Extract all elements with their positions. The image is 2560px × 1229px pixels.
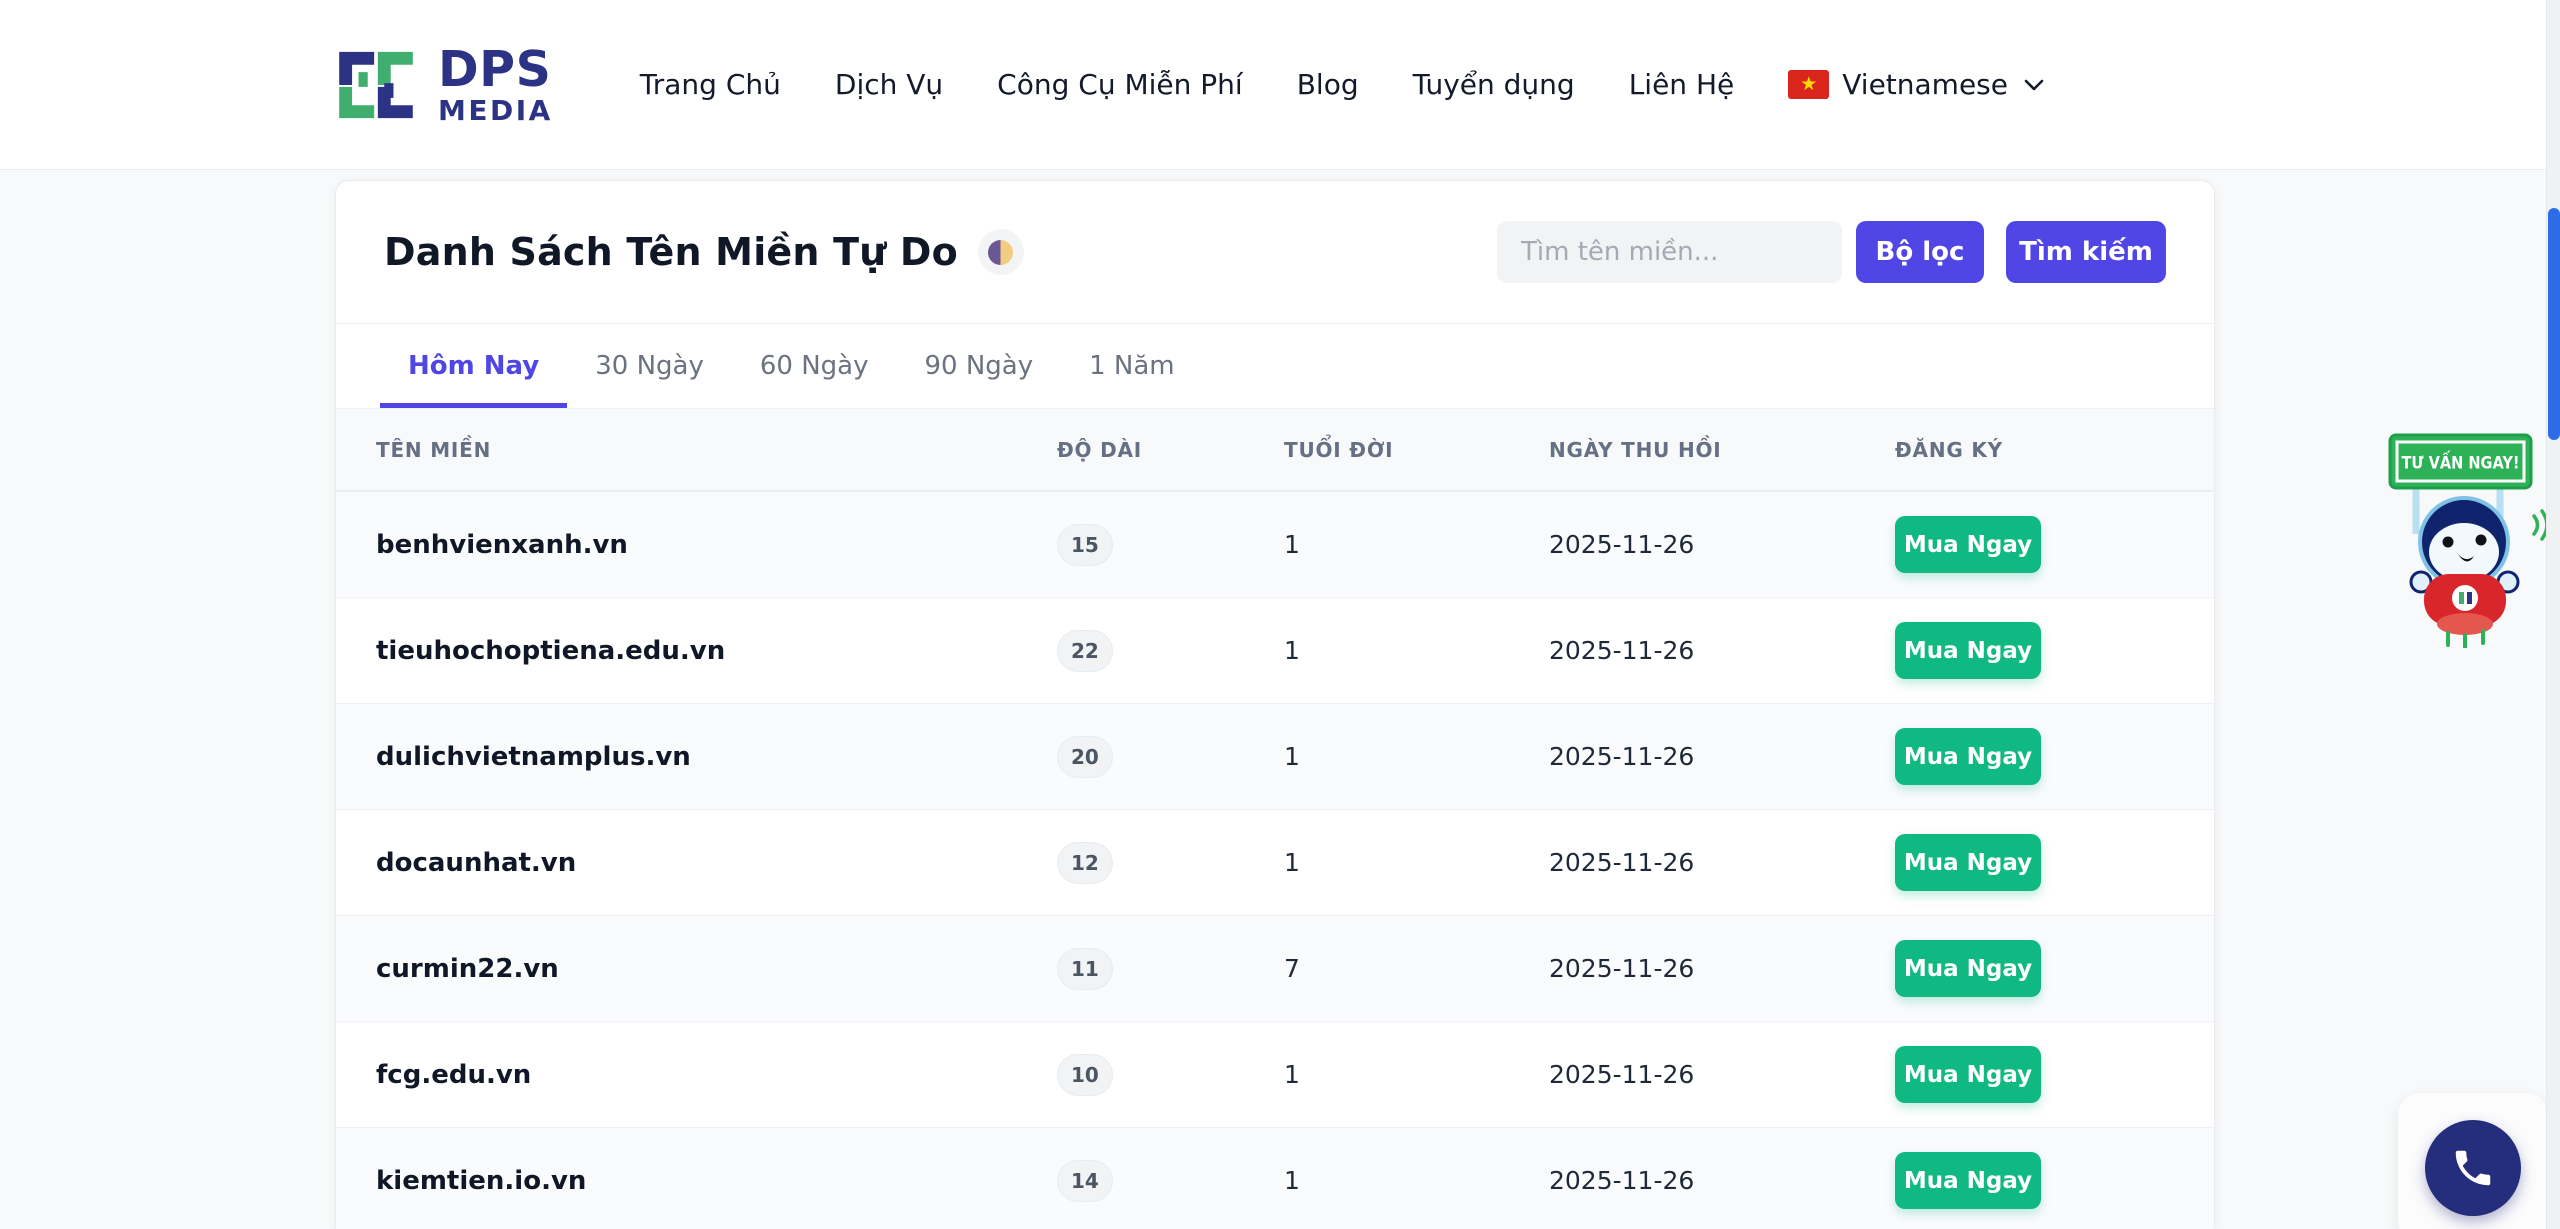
- logo-line1: DPS: [438, 40, 552, 98]
- filter-button[interactable]: Bộ lọc: [1856, 221, 1984, 283]
- age-value: 1: [1284, 1060, 1300, 1089]
- period-tabs: Hôm Nay 30 Ngày 60 Ngày 90 Ngày 1 Năm: [336, 323, 2214, 409]
- nav-item-3[interactable]: Blog: [1296, 68, 1359, 101]
- vietnam-flag-icon: ★: [1788, 70, 1830, 99]
- age-value: 1: [1284, 1166, 1300, 1195]
- logo[interactable]: DPS MEDIA: [330, 39, 553, 131]
- buy-now-button[interactable]: Mua Ngay: [1895, 834, 2041, 891]
- phone-icon: [2455, 1150, 2491, 1186]
- col-header-recall-date: NGÀY THU HỒI: [1549, 437, 1722, 462]
- phone-widget: [2398, 1093, 2548, 1229]
- domain-search-input[interactable]: [1497, 221, 1842, 283]
- buy-now-button[interactable]: Mua Ngay: [1895, 516, 2041, 573]
- scrollbar-thumb[interactable]: [2548, 208, 2560, 440]
- domain-list-card: Danh Sách Tên Miền Tự Do Bộ lọc Tìm kiếm…: [335, 180, 2215, 1229]
- nav-item-5[interactable]: Liên Hệ: [1628, 68, 1735, 101]
- domain-name: dulichvietnamplus.vn: [376, 741, 691, 772]
- table-row: dulichvietnamplus.vn 20 1 2025-11-26 Mua…: [336, 703, 2214, 809]
- search-button[interactable]: Tìm kiếm: [2006, 221, 2166, 283]
- chat-mascot-widget[interactable]: TƯ VẤN NGAY!: [2388, 430, 2549, 649]
- length-badge: 20: [1057, 735, 1113, 778]
- length-badge: 14: [1057, 1159, 1113, 1202]
- logo-line2: MEDIA: [438, 93, 553, 127]
- tab-1[interactable]: 30 Ngày: [595, 351, 704, 381]
- length-badge: 15: [1057, 523, 1113, 566]
- table-body: benhvienxanh.vn 15 1 2025-11-26 Mua Ngay…: [336, 491, 2214, 1229]
- age-value: 1: [1284, 530, 1300, 559]
- table-row: benhvienxanh.vn 15 1 2025-11-26 Mua Ngay: [336, 491, 2214, 597]
- logo-text: DPS MEDIA: [438, 45, 553, 125]
- chat-sign-text: TƯ VẤN NGAY!: [2402, 450, 2520, 474]
- tab-0[interactable]: Hôm Nay: [380, 324, 568, 408]
- domain-name: docaunhat.vn: [376, 847, 577, 878]
- col-header-age: TUỔI ĐỜI: [1284, 437, 1394, 462]
- language-label: Vietnamese: [1842, 68, 2008, 101]
- table-row: tieuhochoptiena.edu.vn 22 1 2025-11-26 M…: [336, 597, 2214, 703]
- recall-date: 2025-11-26: [1549, 742, 1695, 771]
- recall-date: 2025-11-26: [1549, 530, 1695, 559]
- age-value: 1: [1284, 636, 1300, 665]
- domain-name: kiemtien.io.vn: [376, 1165, 587, 1196]
- table-row: kiemtien.io.vn 14 1 2025-11-26 Mua Ngay: [336, 1127, 2214, 1229]
- table-row: docaunhat.vn 12 1 2025-11-26 Mua Ngay: [336, 809, 2214, 915]
- tab-3[interactable]: 90 Ngày: [924, 351, 1034, 381]
- col-header-length: ĐỘ DÀI: [1057, 437, 1143, 462]
- chevron-down-icon: [2023, 78, 2045, 92]
- domain-name: fcg.edu.vn: [376, 1059, 532, 1090]
- card-header: Danh Sách Tên Miền Tự Do Bộ lọc Tìm kiếm: [336, 181, 2214, 323]
- domain-name: curmin22.vn: [376, 953, 559, 984]
- buy-now-button[interactable]: Mua Ngay: [1895, 622, 2041, 679]
- table-row: fcg.edu.vn 10 1 2025-11-26 Mua Ngay: [336, 1021, 2214, 1127]
- recall-date: 2025-11-26: [1549, 636, 1695, 665]
- domain-name: tieuhochoptiena.edu.vn: [376, 635, 726, 666]
- recall-date: 2025-11-26: [1549, 848, 1695, 877]
- nav-item-2[interactable]: Công Cụ Miễn Phí: [997, 68, 1243, 101]
- recall-date: 2025-11-26: [1549, 1060, 1695, 1089]
- buy-now-button[interactable]: Mua Ngay: [1895, 728, 2041, 785]
- call-button[interactable]: [2425, 1120, 2521, 1216]
- scrollbar-track: [2546, 0, 2560, 1229]
- chatbot-mascot-icon: TƯ VẤN NGAY!: [2388, 433, 2549, 649]
- language-switcher[interactable]: ★ Vietnamese: [1788, 68, 2045, 101]
- age-value: 1: [1284, 742, 1300, 771]
- buy-now-button[interactable]: Mua Ngay: [1895, 1046, 2041, 1103]
- page-title: Danh Sách Tên Miền Tự Do: [384, 230, 958, 274]
- age-value: 7: [1284, 954, 1300, 983]
- half-moon-icon: [988, 239, 1014, 265]
- nav-item-4[interactable]: Tuyển dụng: [1412, 68, 1575, 101]
- buy-now-button[interactable]: Mua Ngay: [1895, 940, 2041, 997]
- table-row: curmin22.vn 11 7 2025-11-26 Mua Ngay: [336, 915, 2214, 1021]
- length-badge: 22: [1057, 629, 1113, 672]
- col-header-register: ĐĂNG KÝ: [1895, 437, 2003, 462]
- buy-now-button[interactable]: Mua Ngay: [1895, 1152, 2041, 1209]
- domain-name: benhvienxanh.vn: [376, 529, 628, 560]
- nav-item-1[interactable]: Dịch Vụ: [834, 68, 944, 101]
- theme-toggle-button[interactable]: [977, 229, 1024, 275]
- tab-2[interactable]: 60 Ngày: [759, 351, 869, 381]
- length-badge: 10: [1057, 1053, 1113, 1096]
- header-controls: Bộ lọc Tìm kiếm: [1497, 221, 2166, 283]
- tab-4[interactable]: 1 Năm: [1089, 351, 1175, 381]
- recall-date: 2025-11-26: [1549, 1166, 1695, 1195]
- recall-date: 2025-11-26: [1549, 954, 1695, 983]
- length-badge: 11: [1057, 947, 1113, 990]
- length-badge: 12: [1057, 841, 1113, 884]
- age-value: 1: [1284, 848, 1300, 877]
- table-header-row: TÊN MIỀN ĐỘ DÀI TUỔI ĐỜI NGÀY THU HỒI ĐĂ…: [336, 409, 2214, 491]
- col-header-domain: TÊN MIỀN: [376, 437, 492, 462]
- dps-logo-icon: [339, 51, 413, 118]
- site-header: DPS MEDIA Trang Chủ Dịch Vụ Công Cụ Miễn P…: [0, 0, 2560, 170]
- main-nav: Trang Chủ Dịch Vụ Công Cụ Miễn Phí Blog Tuyể…: [640, 68, 2045, 101]
- nav-item-0[interactable]: Trang Chủ: [639, 68, 781, 101]
